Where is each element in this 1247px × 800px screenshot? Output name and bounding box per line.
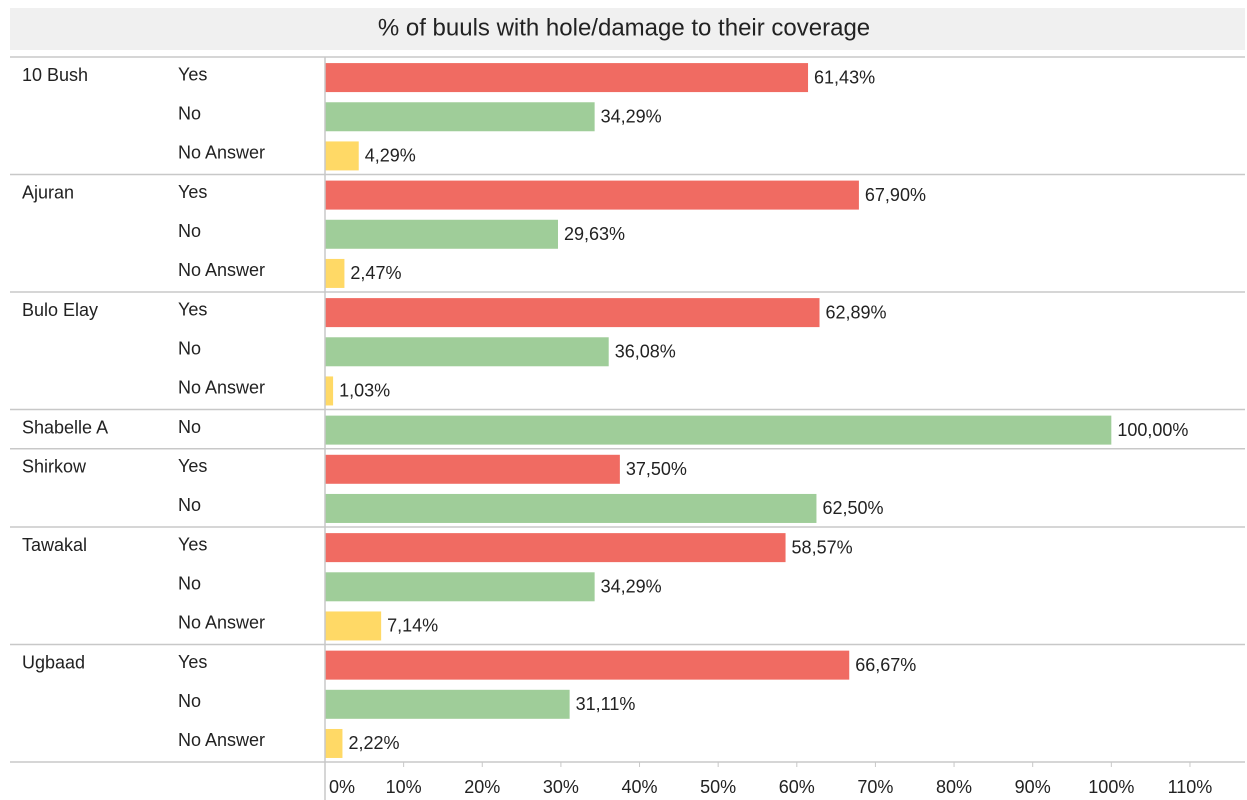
chart-title: % of buuls with hole/damage to their cov… — [378, 14, 870, 41]
value-label: 7,14% — [387, 616, 438, 636]
answer-label: No — [178, 495, 201, 515]
x-tick-label: 90% — [1015, 777, 1051, 797]
bar — [325, 454, 620, 484]
x-tick-label: 10% — [386, 777, 422, 797]
answer-label: Yes — [178, 652, 207, 672]
bar — [325, 63, 809, 93]
x-tick-label: 100% — [1088, 777, 1134, 797]
group-label: Ajuran — [22, 182, 74, 202]
value-label: 1,03% — [339, 381, 390, 401]
value-label: 62,50% — [822, 498, 883, 518]
bar — [325, 102, 595, 132]
value-label: 34,29% — [601, 577, 662, 597]
value-label: 58,57% — [792, 537, 853, 557]
x-tick-label: 50% — [700, 777, 736, 797]
value-label: 29,63% — [564, 224, 625, 244]
bar — [325, 689, 570, 719]
group-label: Ugbaad — [22, 652, 85, 672]
answer-label: No Answer — [178, 613, 265, 633]
answer-label: No — [178, 339, 201, 359]
x-tick-label: 70% — [857, 777, 893, 797]
x-tick-label: 30% — [543, 777, 579, 797]
group-label: Shabelle A — [22, 417, 108, 437]
answer-label: Yes — [178, 456, 207, 476]
x-tick-label: 0% — [329, 777, 355, 797]
x-tick-label: 20% — [464, 777, 500, 797]
bar — [325, 376, 334, 406]
value-label: 2,47% — [350, 263, 401, 283]
answer-label: No — [178, 574, 201, 594]
answer-label: Yes — [178, 64, 207, 84]
bar — [325, 141, 359, 171]
bar — [325, 298, 820, 328]
bar — [325, 180, 859, 210]
group-label: Bulo Elay — [22, 300, 98, 320]
answer-label: No Answer — [178, 378, 265, 398]
value-label: 34,29% — [601, 107, 662, 127]
answer-label: Yes — [178, 534, 207, 554]
value-label: 62,89% — [826, 302, 887, 322]
group-label: 10 Bush — [22, 65, 88, 85]
answer-label: No Answer — [178, 730, 265, 750]
bar — [325, 572, 595, 602]
x-tick-label: 110% — [1168, 777, 1213, 797]
bar — [325, 337, 609, 367]
value-label: 66,67% — [855, 655, 916, 675]
bar — [325, 219, 558, 249]
bar — [325, 258, 345, 288]
value-label: 61,43% — [814, 67, 875, 87]
answer-label: No — [178, 691, 201, 711]
answer-label: No — [178, 221, 201, 241]
answer-label: No Answer — [178, 143, 265, 163]
bar — [325, 611, 382, 641]
title-band — [10, 8, 1245, 50]
bar — [325, 728, 343, 758]
x-tick-label: 80% — [936, 777, 972, 797]
answer-label: Yes — [178, 299, 207, 319]
bar — [325, 493, 817, 523]
value-label: 31,11% — [576, 694, 636, 714]
bar — [325, 650, 850, 680]
value-label: 100,00% — [1117, 420, 1188, 440]
value-label: 2,22% — [348, 733, 399, 753]
answer-label: No — [178, 417, 201, 437]
answer-label: Yes — [178, 182, 207, 202]
answer-label: No — [178, 104, 201, 124]
bar — [325, 415, 1112, 445]
x-tick-label: 60% — [779, 777, 815, 797]
value-label: 4,29% — [365, 146, 416, 166]
answer-label: No Answer — [178, 260, 265, 280]
group-label: Shirkow — [22, 456, 87, 476]
value-label: 37,50% — [626, 459, 687, 479]
value-label: 67,90% — [865, 185, 926, 205]
bar — [325, 533, 786, 563]
x-tick-label: 40% — [622, 777, 658, 797]
value-label: 36,08% — [615, 342, 676, 362]
group-label: Tawakal — [22, 535, 87, 555]
